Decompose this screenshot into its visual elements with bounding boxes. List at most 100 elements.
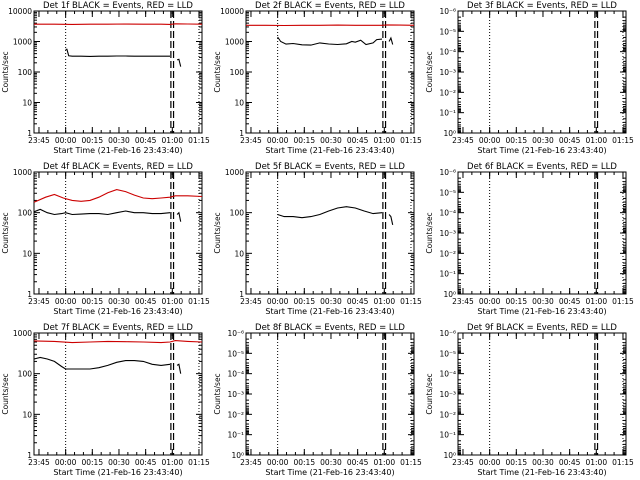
panel-det-1: Det 1f BLACK = Events, RED = LLD 1 10 100 10…: [1, 1, 210, 155]
x-tick-label: 00:00: [55, 458, 77, 467]
events-series-line: [388, 36, 394, 45]
x-tick-label: 00:15: [505, 458, 527, 467]
x-tick-label: 01:00: [373, 458, 395, 467]
x-axis-label: Start Time (21-Feb-16 23:43:40): [265, 146, 394, 155]
y-tick-label: 10⁻⁵: [439, 349, 456, 358]
x-tick-label: 00:00: [55, 297, 77, 306]
x-axis-label: Start Time (21-Feb-16 23:43:40): [477, 146, 606, 155]
y-tick-label: 10⁻¹: [439, 431, 456, 440]
plot-frame: [245, 171, 415, 295]
x-tick-label: 00:45: [559, 458, 581, 467]
y-axis-label: Counts/sec: [425, 51, 434, 92]
panel-det-3: Det 3f BLACK = Events, RED = LLD 10⁰ 10⁻¹ 1…: [425, 1, 634, 155]
y-tick-label: 10⁻¹: [439, 109, 456, 118]
x-tick-label: 00:45: [135, 297, 157, 306]
y-tick-label: 1: [27, 129, 32, 138]
x-tick-label: 01:15: [612, 297, 634, 306]
x-tick-label: 00:00: [479, 297, 501, 306]
x-tick-label: 23:45: [452, 297, 474, 306]
y-axis-label: Counts/sec: [1, 51, 10, 92]
x-tick-label: 01:00: [161, 297, 183, 306]
events-series-line: [388, 214, 394, 226]
y-tick-label: 10⁻²: [439, 410, 456, 419]
x-tick-label: 00:45: [135, 458, 157, 467]
y-tick-label: 1: [27, 451, 32, 460]
y-tick-label: 100: [18, 209, 33, 218]
lld-series-line: [246, 24, 415, 27]
x-tick-label: 00:15: [81, 136, 103, 145]
plot-frame: [33, 332, 203, 456]
y-tick-label: 10⁻⁶: [439, 329, 456, 338]
y-tick-label: 1: [27, 290, 32, 299]
x-tick-label: 01:15: [188, 458, 210, 467]
y-tick-label: 10⁻²: [439, 249, 456, 258]
x-tick-label: 00:00: [267, 136, 289, 145]
x-tick-label: 00:30: [108, 297, 130, 306]
y-tick-label: 10: [234, 249, 244, 258]
y-axis-label: Counts/sec: [213, 373, 222, 414]
x-tick-label: 00:30: [108, 458, 130, 467]
x-tick-label: 00:45: [347, 297, 369, 306]
x-tick-label: 01:15: [400, 297, 422, 306]
y-tick-label: 1000: [13, 329, 32, 338]
x-tick-label: 00:30: [532, 136, 554, 145]
y-tick-label: 10⁻³: [439, 229, 456, 238]
events-series-line: [277, 206, 383, 219]
x-tick-label: 00:15: [81, 297, 103, 306]
y-axis-label: Counts/sec: [425, 373, 434, 414]
x-tick-label: 00:00: [479, 458, 501, 467]
x-tick-label: 01:00: [373, 297, 395, 306]
x-tick-label: 23:45: [28, 136, 50, 145]
plot-frame: [457, 10, 627, 134]
y-tick-label: 100: [230, 68, 245, 77]
events-series-line: [33, 356, 171, 370]
x-tick-label: 00:00: [55, 136, 77, 145]
x-tick-label: 23:45: [28, 297, 50, 306]
y-tick-label: 10⁻⁴: [439, 370, 456, 379]
y-tick-label: 10000: [8, 7, 32, 16]
x-tick-label: 00:30: [320, 297, 342, 306]
x-tick-label: 00:15: [505, 136, 527, 145]
panel-det-7: Det 7f BLACK = Events, RED = LLD 1 10 100 10…: [1, 323, 210, 477]
x-tick-label: 01:00: [585, 458, 607, 467]
x-tick-label: 23:45: [452, 458, 474, 467]
y-tick-label: 10: [22, 99, 32, 108]
events-series-line: [65, 48, 170, 57]
plot-frame: [245, 332, 415, 456]
panel-det-2: Det 2f BLACK = Events, RED = LLD 1 10 100 10…: [213, 1, 422, 155]
x-tick-label: 01:15: [612, 136, 634, 145]
x-tick-label: 00:30: [532, 297, 554, 306]
x-tick-label: 00:15: [293, 136, 315, 145]
y-tick-label: 10⁻¹: [227, 431, 244, 440]
x-tick-label: 23:45: [28, 458, 50, 467]
y-tick-label: 1000: [225, 38, 244, 47]
events-series-line: [33, 208, 171, 216]
lld-series-line: [33, 340, 203, 344]
x-tick-label: 23:45: [452, 136, 474, 145]
y-tick-label: 10⁻⁵: [439, 188, 456, 197]
plot-frame: [33, 10, 203, 134]
panel-det-6: Det 6f BLACK = Events, RED = LLD 10⁰ 10⁻¹ 1…: [425, 162, 634, 316]
y-tick-label: 10⁻⁶: [439, 7, 456, 16]
y-tick-label: 10⁻³: [439, 68, 456, 77]
plot-frame: [33, 171, 203, 295]
x-tick-label: 00:45: [347, 136, 369, 145]
lld-series-line: [33, 189, 203, 203]
x-tick-label: 01:00: [373, 136, 395, 145]
y-tick-label: 1: [239, 129, 244, 138]
x-axis-label: Start Time (21-Feb-16 23:43:40): [53, 307, 182, 316]
x-tick-label: 00:15: [293, 458, 315, 467]
events-series-line: [176, 58, 182, 67]
x-axis-label: Start Time (21-Feb-16 23:43:40): [477, 468, 606, 477]
x-tick-label: 23:45: [240, 458, 262, 467]
x-tick-label: 01:15: [188, 136, 210, 145]
x-tick-label: 23:45: [240, 297, 262, 306]
x-tick-label: 01:00: [161, 458, 183, 467]
x-tick-label: 00:30: [320, 136, 342, 145]
y-axis-label: Counts/sec: [213, 212, 222, 253]
y-tick-label: 100: [18, 370, 33, 379]
y-tick-label: 10: [22, 249, 32, 258]
y-tick-label: 1000: [225, 168, 244, 177]
y-tick-label: 1000: [13, 38, 32, 47]
